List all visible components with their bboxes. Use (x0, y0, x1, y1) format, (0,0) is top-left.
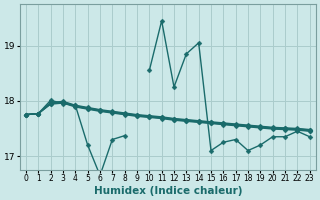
X-axis label: Humidex (Indice chaleur): Humidex (Indice chaleur) (93, 186, 242, 196)
